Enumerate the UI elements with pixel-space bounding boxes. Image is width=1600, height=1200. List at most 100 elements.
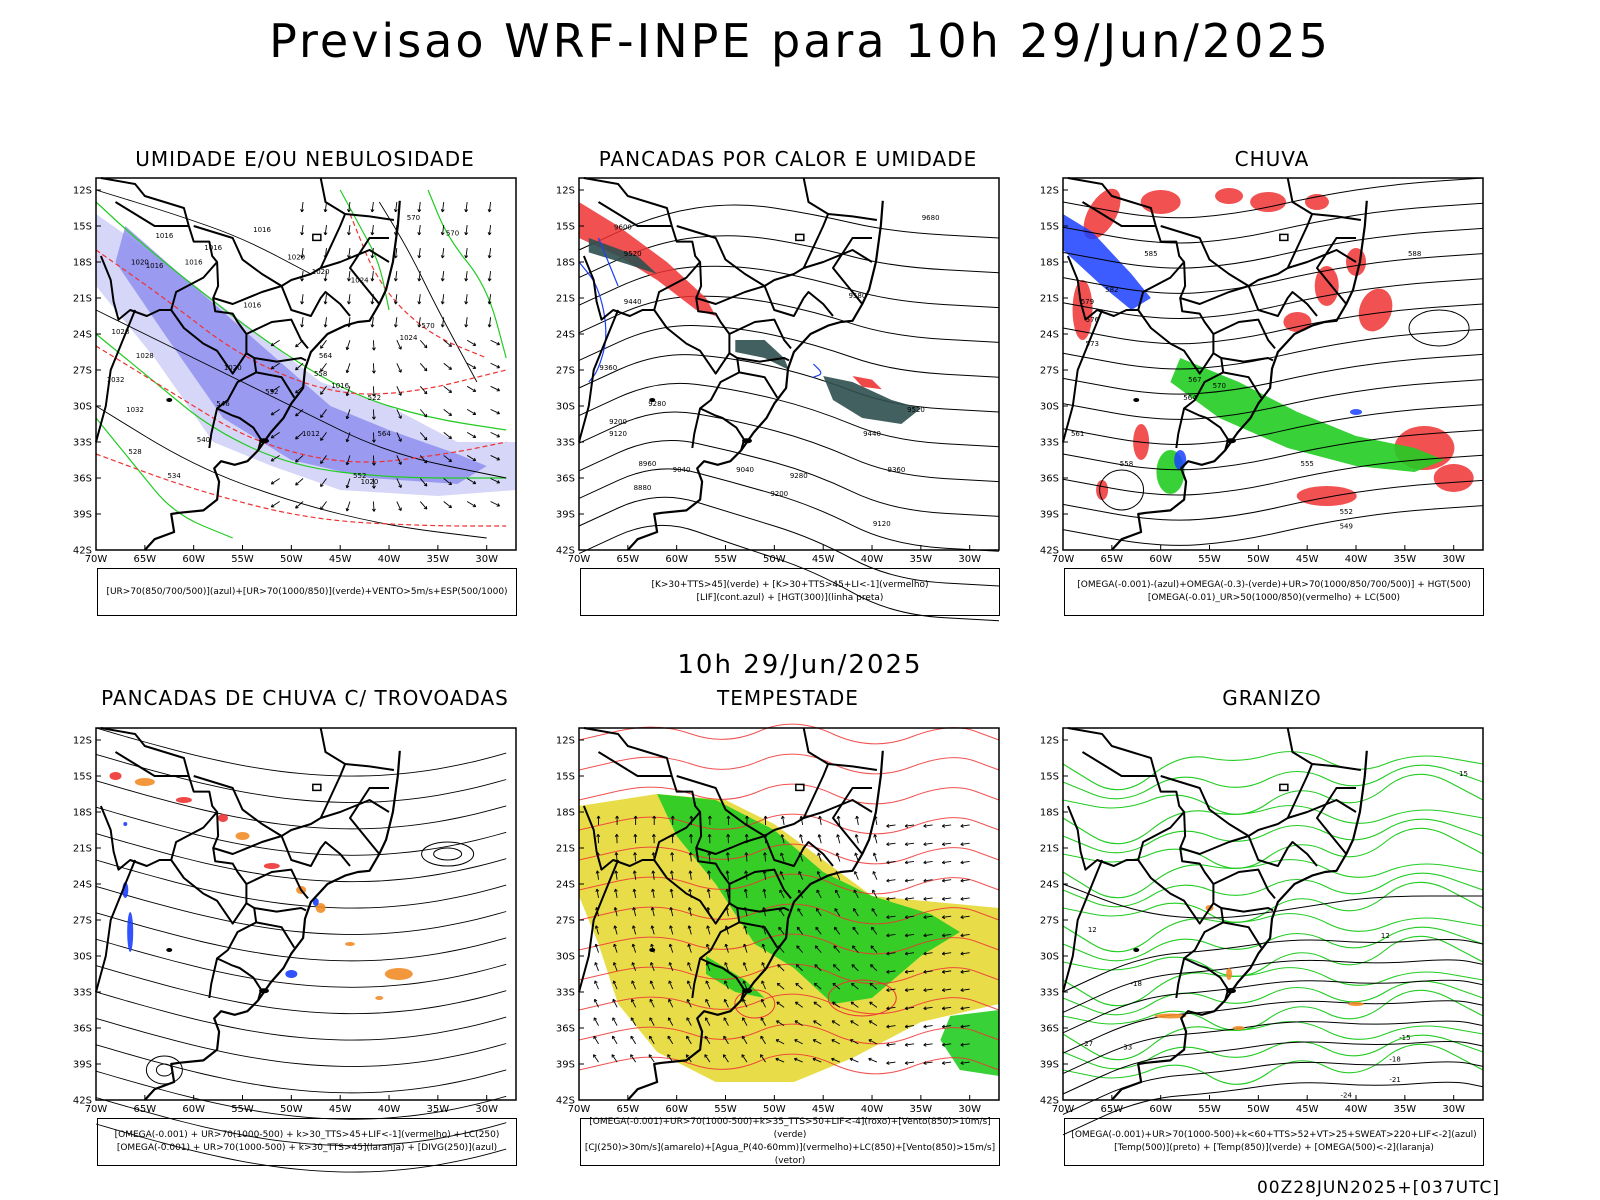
country-border <box>256 921 296 949</box>
wind-vector-850-head <box>855 815 860 820</box>
wind-vector-850 <box>780 852 785 862</box>
legend-line: [UR>70(850/700/500)](azul)+[UR>70(1000/8… <box>106 586 508 597</box>
wind-vector-head <box>496 433 500 438</box>
country-border <box>1312 213 1362 221</box>
wind-vector-850 <box>871 908 878 917</box>
country-border <box>1221 357 1274 363</box>
wind-vector-850-head <box>722 1054 727 1058</box>
country-border <box>1316 237 1356 305</box>
wind-vector-head <box>295 412 299 417</box>
country-border <box>1066 805 1185 871</box>
lon-tick-label: 35W <box>427 1104 450 1115</box>
lat-tick-label: 42S <box>556 546 575 557</box>
wind-vector-head <box>417 324 422 328</box>
country-border <box>1212 318 1276 350</box>
wind-vector-850 <box>704 1054 711 1063</box>
lon-tick-label: 50W <box>763 1104 786 1115</box>
wind-vector-head <box>347 208 351 213</box>
wind-vector-850-head <box>594 943 599 948</box>
lat-tick-label: 24S <box>73 880 92 891</box>
anticyclone-contour <box>433 847 463 861</box>
map-chuva: 585 582 579 576 573 570 567 564 561 558 555 552 549 5… <box>1040 177 1484 565</box>
wind-vector-850-head <box>870 964 874 968</box>
wind-vector-850-head <box>799 834 803 838</box>
wind-vector-head <box>300 324 304 328</box>
temp-850-contour <box>1062 827 1484 869</box>
wind-vector-850-head <box>886 896 890 901</box>
wind-vector-head <box>398 507 402 511</box>
wind-vector-850-head <box>831 1057 835 1062</box>
wind-vector-850 <box>649 1035 655 1045</box>
storm-cell <box>134 778 155 786</box>
wind-vector <box>295 362 304 371</box>
storm-cell <box>235 832 250 840</box>
wind-vector <box>295 432 304 440</box>
lat-tick-label: 27S <box>1040 366 1059 377</box>
wind-vector <box>490 478 500 484</box>
wind-vector-head <box>423 483 428 487</box>
wind-vector <box>465 317 468 328</box>
wind-vector-850 <box>741 1054 748 1063</box>
wind-vector-head <box>423 413 428 418</box>
wind-vector-850-head <box>816 889 820 893</box>
contour-label: 573 <box>1086 340 1099 348</box>
lon-tick-label: 60W <box>1149 554 1172 565</box>
wind-vector-850 <box>632 925 637 935</box>
wind-vector <box>466 455 476 461</box>
wind-vector-850 <box>727 852 729 862</box>
temp-500-contour <box>1062 1020 1484 1075</box>
wind-vector-head <box>320 391 324 395</box>
streamline-850 <box>578 723 1000 745</box>
wind-vector-850 <box>853 908 859 917</box>
wind-vector-850 <box>743 962 748 972</box>
wind-vector-850-head <box>923 860 927 865</box>
wind-vector-850 <box>726 888 729 899</box>
model-run-stamp: 00Z28JUN2025+[037UTC] <box>1256 1178 1500 1198</box>
lon-tick-label: 55W <box>231 1104 254 1115</box>
wind-vector-head <box>320 368 324 372</box>
wind-vector-850-head <box>667 1017 672 1021</box>
wind-vector-850-head <box>796 945 800 949</box>
wind-vector <box>396 409 402 419</box>
wind-vector-850-head <box>777 964 781 968</box>
wind-vector-850 <box>669 943 674 953</box>
wind-vector-head <box>320 345 324 349</box>
map-granizo: -27 -33 -18 -15 -18 -21 -24 12 15 12 12S 15S 18S 21S 2… <box>1040 727 1484 1136</box>
rain-red-area <box>1358 288 1393 332</box>
wind-vector-850-head <box>869 1001 873 1006</box>
geopotential-contour <box>578 468 1000 552</box>
wind-vector-850-head <box>923 933 927 938</box>
wind-vector-850-head <box>886 878 890 883</box>
wind-vector-850 <box>905 970 915 973</box>
wind-vector-850 <box>686 1017 692 1026</box>
wind-vector-850 <box>652 870 655 880</box>
country-border <box>245 318 309 350</box>
country-border <box>578 859 620 993</box>
contour-label: 585 <box>1144 250 1157 258</box>
wind-vector-850 <box>831 1058 840 1063</box>
country-border <box>100 177 263 451</box>
wind-vector <box>396 432 402 442</box>
wind-vector <box>271 408 280 416</box>
country-border <box>1160 177 1314 287</box>
wind-vector-850 <box>834 908 841 917</box>
wind-vector-850 <box>612 999 618 1008</box>
wind-vector-850 <box>849 1058 859 1063</box>
wind-vector-850 <box>593 1035 599 1045</box>
wind-vector-850 <box>631 999 637 1008</box>
omega-500-area <box>1232 1026 1245 1030</box>
wind-vector-850-head <box>960 951 964 956</box>
pressure-isobar <box>95 309 507 479</box>
lon-tick-label: 40W <box>861 554 884 565</box>
wind-vector <box>441 248 445 259</box>
wind-vector-850-head <box>815 926 819 931</box>
wind-vector-850-head <box>705 943 710 948</box>
contour-label: 546 <box>216 400 230 408</box>
lon-tick-label: 70W <box>568 554 591 565</box>
wind-vector-head <box>472 411 477 415</box>
lifted-index-contour <box>812 363 822 378</box>
wind-vector <box>324 317 327 328</box>
wind-vector-850-head <box>904 933 909 938</box>
wind-vector-850 <box>814 982 822 990</box>
wind-vector <box>441 294 445 305</box>
